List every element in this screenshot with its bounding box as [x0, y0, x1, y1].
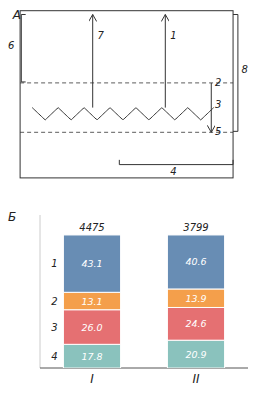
bracket [21, 14, 25, 15]
data-label: 13.1 [81, 296, 102, 307]
data-label: 24.6 [185, 318, 206, 329]
bracket [119, 160, 120, 165]
data-label: 20.9 [185, 349, 206, 360]
data-label: 13.9 [185, 293, 206, 304]
bar-segment [167, 340, 224, 368]
diagram: А 1 2 3 4 5 6 7 8 [8, 8, 248, 178]
wave [32, 108, 214, 120]
data-label: 43.1 [81, 258, 102, 269]
bracket [233, 160, 234, 165]
series-label: 2 [51, 296, 57, 307]
y-axis-line [40, 215, 41, 368]
labels: 17.8 26.0 13.1 43.1 4475 20.9 24.6 13.9 40.6 3799… [51, 222, 209, 362]
bracket [119, 164, 233, 165]
bar-total: 3799 [183, 222, 208, 233]
bracket [21, 15, 22, 82]
bar-segment [167, 235, 224, 289]
dashed-level [20, 82, 233, 83]
dashed-level [20, 132, 233, 133]
diagram-label: 5 [215, 126, 221, 137]
diagram-label: 1 [170, 30, 176, 41]
bars [63, 235, 224, 368]
bar-chart: 17.8 26.0 13.1 43.1 4475 20.9 24.6 13.9 40.6 3799… [8, 210, 248, 386]
series-label: 3 [51, 322, 57, 333]
series-label: 1 [51, 258, 57, 269]
data-label: 26.0 [81, 322, 102, 333]
diagram-label: 4 [170, 166, 176, 177]
bracket [233, 131, 238, 132]
panel-title: А [12, 8, 21, 22]
bracket [21, 81, 25, 82]
bar-segment [63, 292, 120, 309]
bar-segment [167, 307, 224, 340]
diagram-label: 8 [242, 64, 248, 75]
bar-segment [167, 289, 224, 307]
bar-segment [63, 344, 120, 368]
spike-arrow [165, 15, 166, 108]
diagram-label: 7 [98, 30, 105, 41]
panel-title: Б [8, 210, 16, 224]
bar-total: 4475 [79, 222, 104, 233]
series-label: 4 [51, 351, 57, 362]
spike-arrow [92, 15, 93, 108]
down-arrow [211, 83, 212, 132]
data-label: 17.8 [81, 351, 102, 362]
diagram-label: 6 [8, 40, 14, 51]
data-label: 40.6 [185, 256, 206, 267]
bracket [233, 14, 238, 15]
bar-segment [63, 310, 120, 345]
diagram-label: 2 [215, 77, 221, 88]
x-tick-label: II [192, 372, 200, 386]
diagram-label: 3 [215, 99, 221, 110]
x-tick-label: I [90, 372, 94, 386]
bar-segment [63, 235, 120, 292]
diagram-frame [20, 11, 233, 178]
bracket [237, 15, 238, 132]
